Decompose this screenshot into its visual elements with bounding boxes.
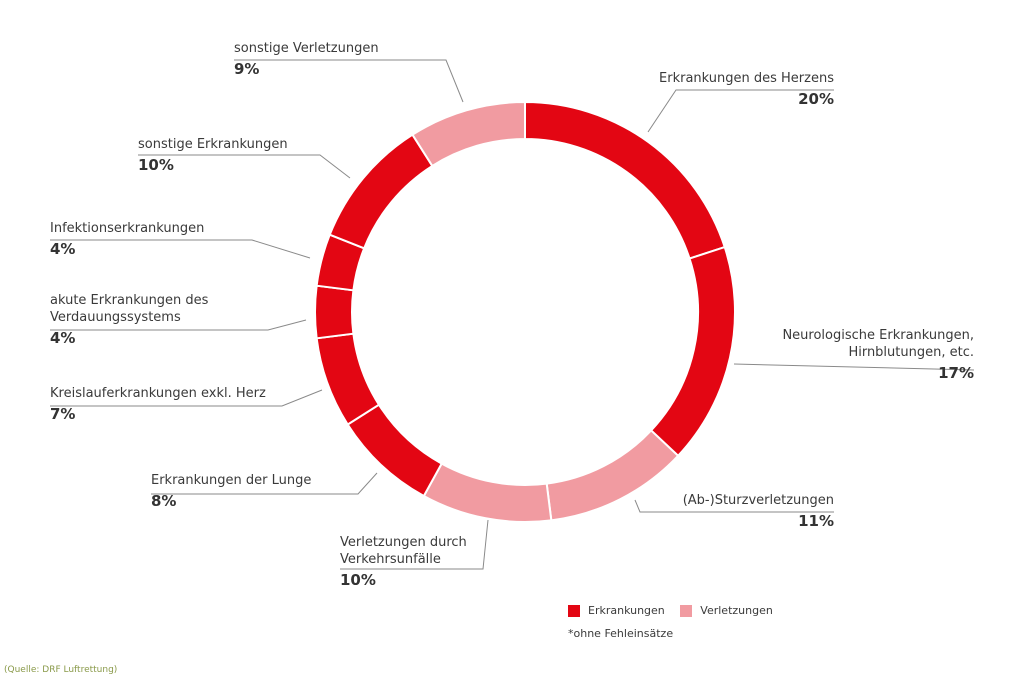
slice-value: 17% [938,364,974,382]
legend-item-erkrankungen: Erkrankungen [568,604,665,617]
slice-label-line: Neurologische Erkrankungen, [782,328,974,343]
label-verdauung: akute Erkrankungen des Verdauungssystems… [50,292,208,347]
leader-line-verdauung [50,319,307,331]
label-herz: Erkrankungen des Herzens 20% [630,70,834,108]
slice-label-line: Hirnblutungen, etc. [848,345,974,360]
slice-value: 4% [50,329,76,347]
leader-line-sturz [634,499,834,513]
donut-slice-sonstige-verletzungen [411,100,526,168]
label-lunge: Erkrankungen der Lunge 8% [151,472,311,510]
slice-label: sonstige Erkrankungen [138,137,288,152]
label-sturz: (Ab-)Sturzverletzungen 11% [630,492,834,530]
leader-line-sonstige-verletzungen [234,59,464,103]
leader-line-kreislauf [50,389,323,407]
donut-slice-kreislauf [315,332,381,426]
legend-swatch-erkrankungen [568,604,580,617]
label-neuro: Neurologische Erkrankungen, Hirnblutunge… [700,327,974,382]
donut-slice-herz [524,100,726,260]
slice-value: 11% [798,512,834,530]
leader-line-sonstige-erkrankungen [138,154,351,179]
slice-label-line: Verletzungen durch [340,535,467,550]
slice-value: 20% [798,90,834,108]
slice-value: 4% [50,240,76,258]
label-sonstige-verletzungen: sonstige Verletzungen 9% [234,40,379,78]
slice-label: (Ab-)Sturzverletzungen [682,493,834,508]
footnote: *ohne Fehleinsätze [568,627,674,640]
label-infektion: Infektionserkrankungen 4% [50,220,204,258]
slice-value: 10% [340,571,376,589]
donut-slice-verkehr [422,462,553,523]
label-verkehr: Verletzungen durch Verkehrsunfälle 10% [340,534,467,589]
donut-slice-sonstige-erkrankungen [328,133,434,250]
source-credit: (Quelle: DRF Luftrettung) [4,665,118,675]
slice-label-line: Verkehrsunfälle [340,552,441,567]
legend-item-verletzungen: Verletzungen [680,604,773,617]
slice-label-line: Verdauungssystems [50,310,181,325]
slice-value: 10% [138,156,174,174]
slice-label: Infektionserkrankungen [50,221,205,236]
slice-label: sonstige Verletzungen [234,41,379,56]
leader-line-verkehr [340,519,489,570]
slice-value: 8% [151,492,177,510]
label-kreislauf: Kreislauferkrankungen exkl. Herz 7% [50,385,266,423]
slice-value: 9% [234,60,260,78]
slice-value: 7% [50,405,76,423]
slice-label: Erkrankungen der Lunge [151,473,312,488]
legend-swatch-verletzungen [680,604,693,617]
donut-slice-verdauung [314,284,355,340]
label-sonstige-erkrankungen: sonstige Erkrankungen 10% [138,136,288,174]
legend: Erkrankungen Verletzungen [568,604,785,620]
leader-line-lunge [151,472,378,495]
leader-line-herz [647,89,834,133]
slice-label: Kreislauferkrankungen exkl. Herz [50,386,266,401]
legend-label: Erkrankungen [588,604,665,617]
leader-line-infektion [50,239,311,259]
leader-line-neuro [733,363,975,371]
donut-slice-lunge [346,403,444,498]
legend-label: Verletzungen [700,604,773,617]
slice-label: Erkrankungen des Herzens [659,71,834,86]
slice-label-line: akute Erkrankungen des [50,293,209,308]
